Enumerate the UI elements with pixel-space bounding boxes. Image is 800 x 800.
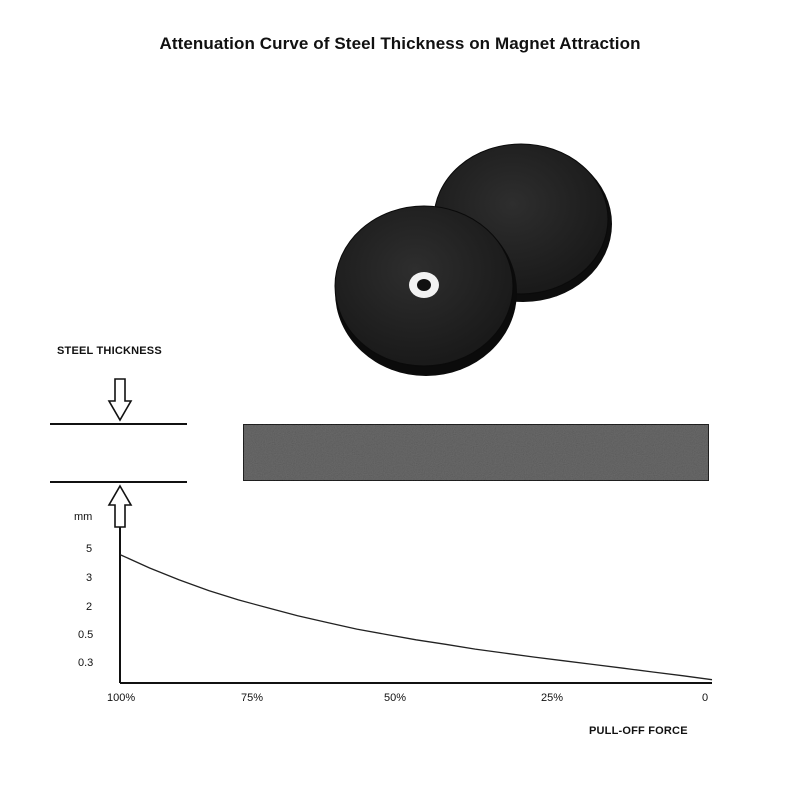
steel-thickness-label: STEEL THICKNESS xyxy=(57,345,162,357)
x-tick-label: 100% xyxy=(107,692,136,704)
x-tick-label: 75% xyxy=(241,692,264,704)
down-arrow-icon xyxy=(107,378,133,422)
up-arrow-icon xyxy=(107,484,133,528)
attenuation-curve xyxy=(119,554,713,681)
x-tick-label: 50% xyxy=(384,692,407,704)
x-axis-title: PULL-OFF FORCE xyxy=(589,725,688,737)
y-tick-label: 0.5 xyxy=(78,629,94,641)
x-tick-label: 25% xyxy=(541,692,564,704)
y-tick-label: 3 xyxy=(86,572,93,584)
y-axis-unit-label: mm xyxy=(74,511,93,523)
steel-plate xyxy=(242,423,710,482)
x-tick-label: 0 xyxy=(702,692,709,704)
y-tick-label: 0.3 xyxy=(78,657,94,669)
chart-title: Attenuation Curve of Steel Thickness on … xyxy=(159,34,641,53)
y-tick-label: 5 xyxy=(86,543,93,555)
magnet-front xyxy=(334,205,517,376)
y-tick-label: 2 xyxy=(86,601,93,613)
